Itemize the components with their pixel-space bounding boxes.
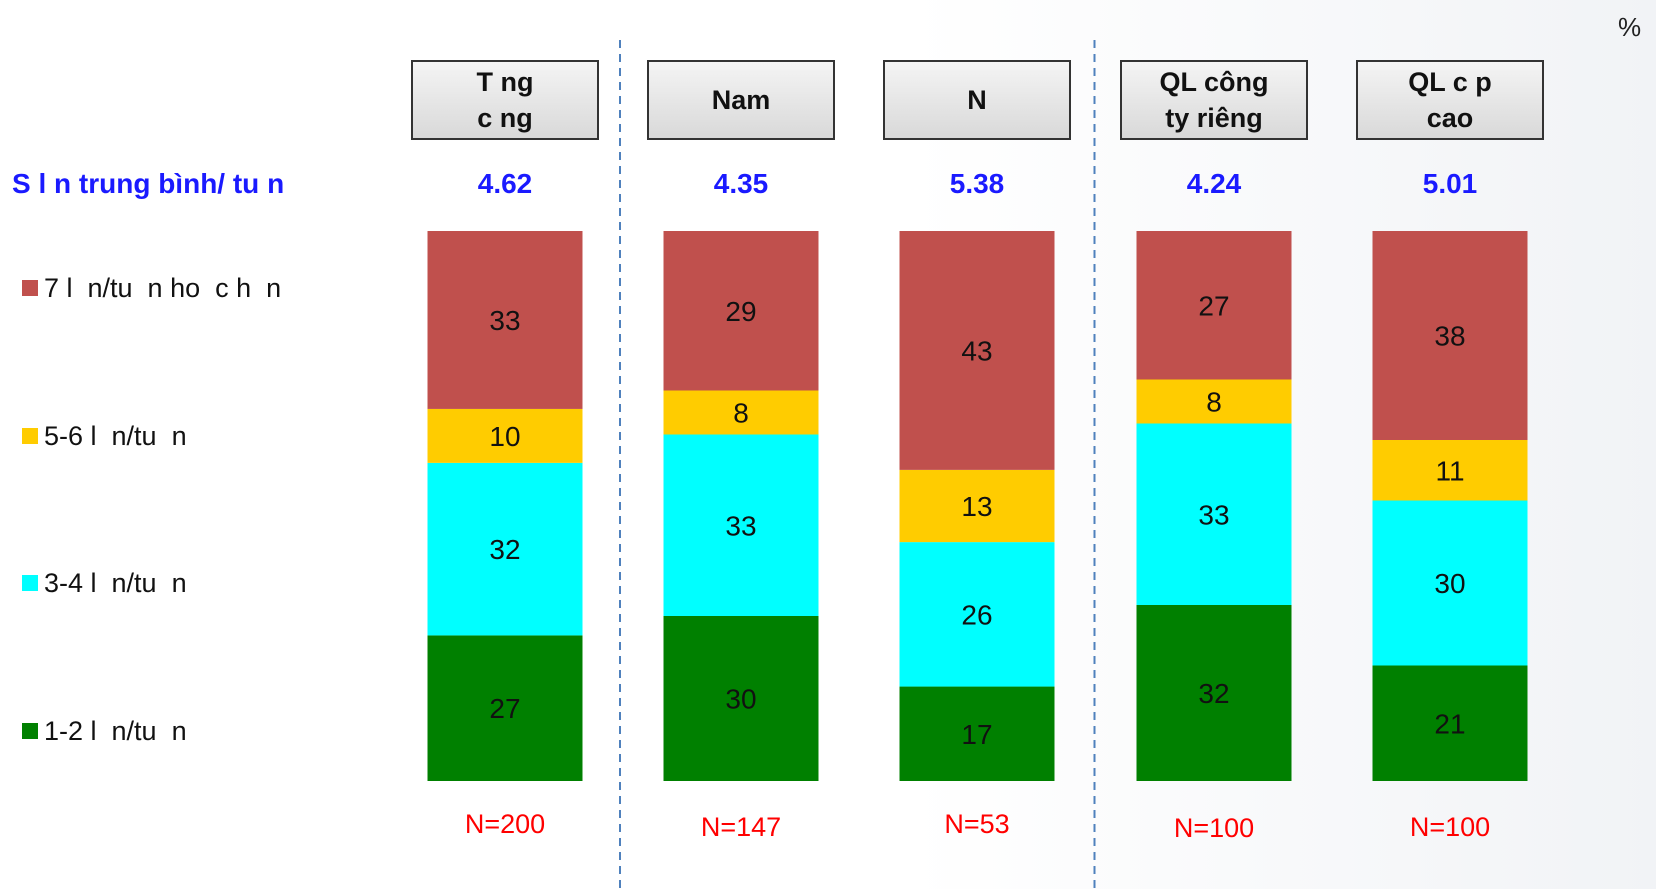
data-label-4-1: 30: [1434, 568, 1465, 599]
data-label-3-0: 32: [1198, 678, 1229, 709]
data-label-3-3: 27: [1198, 290, 1229, 321]
data-label-4-3: 38: [1434, 321, 1465, 352]
data-label-0-0: 27: [489, 693, 520, 724]
data-label-0-1: 32: [489, 534, 520, 565]
data-label-3-1: 33: [1198, 499, 1229, 530]
data-label-0-3: 33: [489, 305, 520, 336]
data-label-4-0: 21: [1434, 708, 1465, 739]
data-label-1-2: 8: [733, 398, 749, 429]
data-label-2-1: 26: [961, 599, 992, 630]
data-label-3-2: 8: [1206, 387, 1222, 418]
data-label-2-0: 17: [961, 719, 992, 750]
data-label-1-0: 30: [725, 684, 756, 715]
data-label-2-3: 43: [961, 335, 992, 366]
data-label-1-1: 33: [725, 510, 756, 541]
data-label-2-2: 13: [961, 491, 992, 522]
data-label-1-3: 29: [725, 296, 756, 327]
data-label-4-2: 11: [1435, 455, 1464, 486]
data-label-0-2: 10: [489, 421, 520, 452]
